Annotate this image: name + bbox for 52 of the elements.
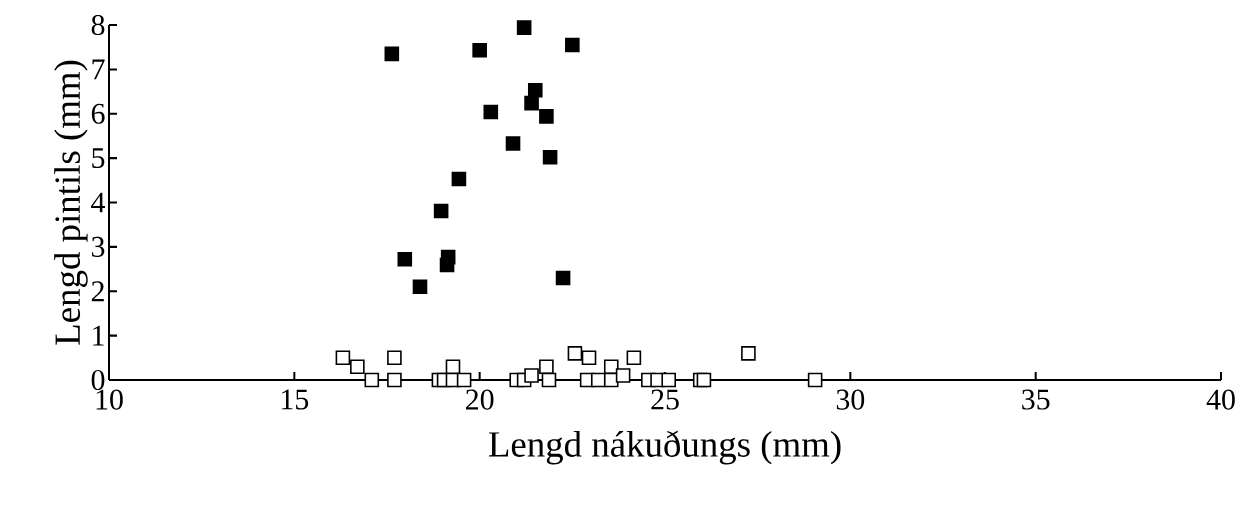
point: [451, 171, 467, 187]
point: [387, 372, 402, 388]
point: [524, 368, 539, 383]
y-tick-label: 6: [91, 103, 105, 124]
point: [555, 270, 571, 286]
point: [335, 350, 351, 366]
point: [603, 359, 619, 374]
point: [433, 203, 449, 219]
x-axis-title: Lengd nákuðungs (mm): [488, 430, 841, 465]
x-tick-label: 25: [651, 389, 679, 410]
x-tick-label: 35: [1022, 389, 1050, 410]
x-tick-label: 15: [282, 389, 309, 410]
point: [565, 37, 580, 53]
y-tick-label: 1: [93, 325, 104, 346]
y-tick-label: 5: [92, 148, 105, 169]
point: [567, 346, 583, 361]
point: [539, 109, 554, 124]
y-tick-label: 2: [91, 281, 104, 302]
x-tick-label: 20: [466, 389, 494, 410]
point: [412, 279, 428, 295]
x-tick-label: 40: [1206, 389, 1235, 410]
point: [505, 136, 521, 151]
y-tick-label: 7: [92, 59, 105, 80]
point: [524, 95, 539, 111]
point: [456, 372, 472, 388]
point: [384, 46, 400, 62]
x-tick-label: 10: [96, 389, 123, 410]
point: [696, 372, 712, 388]
y-tick-label: 8: [91, 14, 105, 36]
point: [483, 104, 499, 120]
point: [387, 350, 402, 366]
point: [472, 43, 487, 58]
x-tick-label: 30: [836, 389, 865, 410]
point: [807, 372, 823, 388]
point: [364, 372, 380, 388]
y-tick-label: 3: [91, 236, 105, 257]
y-axis-title: Lengd pintils (mm): [54, 60, 88, 345]
point: [541, 372, 557, 388]
point: [626, 350, 642, 366]
point: [445, 359, 461, 374]
point: [581, 350, 597, 366]
point: [615, 368, 631, 383]
point: [527, 82, 543, 98]
point: [397, 252, 413, 267]
point: [516, 20, 532, 35]
point: [661, 372, 677, 388]
point: [350, 359, 365, 374]
point: [542, 149, 558, 165]
y-tick-label: 0: [91, 369, 105, 391]
y-tick-label: 4: [91, 192, 106, 213]
point: [741, 346, 756, 361]
point: [439, 257, 455, 273]
